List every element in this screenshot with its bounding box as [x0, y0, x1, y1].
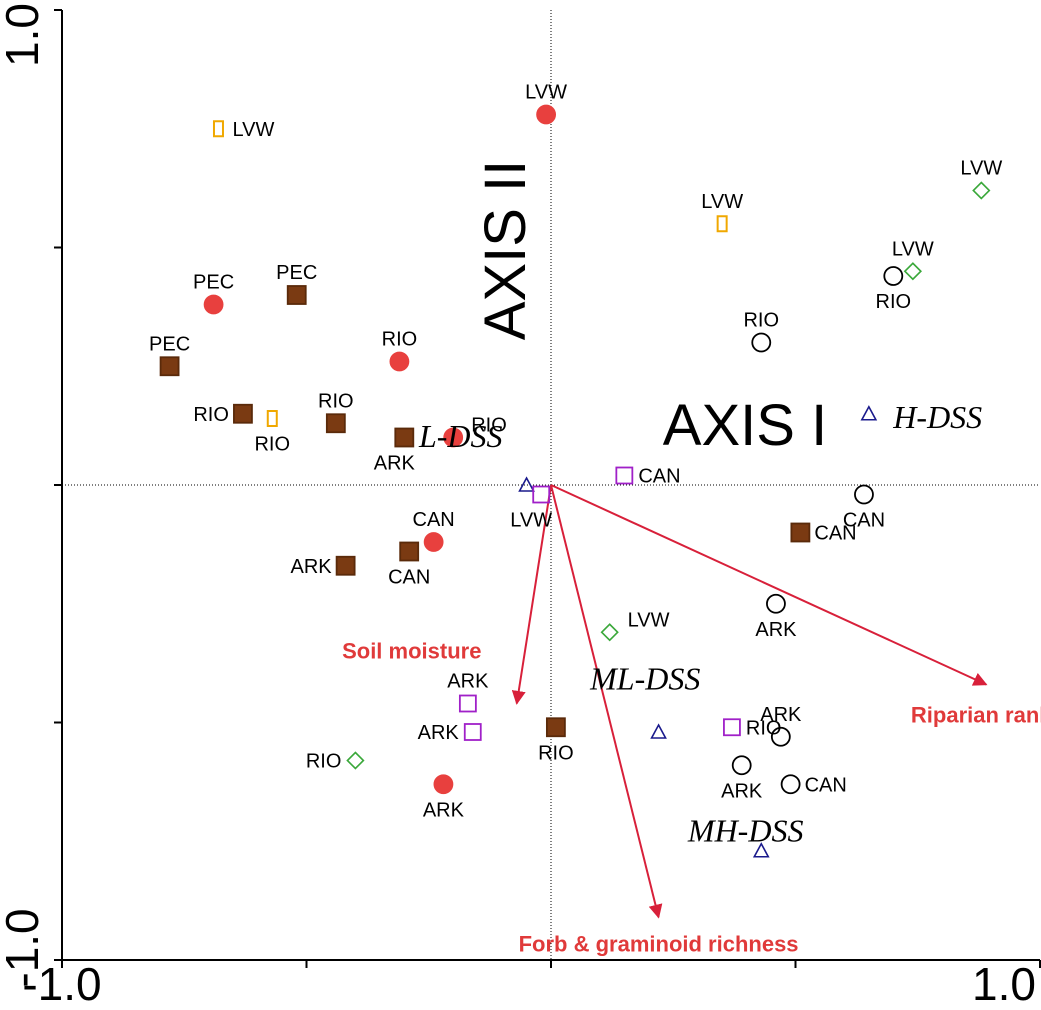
- point-label: ARK: [721, 780, 763, 802]
- point-label: RIO: [382, 329, 418, 351]
- site-point: [399, 541, 420, 562]
- site-point: [780, 774, 801, 795]
- point-label: CAN: [814, 523, 856, 545]
- site-point: [266, 410, 278, 427]
- site-point: [518, 476, 535, 492]
- point-label: CAN: [388, 567, 430, 589]
- axis-ii-label: AXIS II: [473, 160, 538, 341]
- point-label: LVW: [232, 119, 274, 141]
- site-point: [532, 485, 551, 504]
- site-point: [433, 774, 454, 795]
- site-points: [159, 104, 991, 858]
- point-label: CAN: [413, 509, 455, 531]
- site-point: [545, 717, 566, 738]
- point-label: ARK: [760, 704, 802, 726]
- point-label: CAN: [638, 466, 680, 488]
- site-point: [212, 120, 224, 138]
- y-tick-label-bottom: -1.0: [0, 908, 48, 987]
- point-label: ARK: [447, 671, 489, 693]
- vector-arrow: [511, 484, 552, 705]
- point-label: RIO: [743, 310, 779, 332]
- site-point: [615, 466, 634, 485]
- site-point: [903, 262, 922, 281]
- site-point: [790, 522, 811, 543]
- vector-label: Riparian rank: [911, 703, 1041, 728]
- x-tick-label-left: -1.0: [22, 958, 101, 1010]
- centroid-label: H-DSS: [892, 399, 982, 435]
- vector-label: Soil moisture: [342, 639, 481, 664]
- site-point: [650, 723, 667, 739]
- vector-arrow: [550, 484, 663, 919]
- centroid-label: L-DSS: [418, 418, 503, 454]
- point-label: ARK: [290, 556, 332, 578]
- site-point: [716, 215, 728, 233]
- site-point: [883, 266, 904, 286]
- point-label: RIO: [306, 751, 342, 773]
- site-point: [458, 694, 477, 713]
- site-point: [394, 427, 415, 448]
- site-point: [536, 104, 557, 125]
- site-point: [751, 332, 772, 353]
- point-label: LVW: [525, 82, 567, 104]
- environmental-vectors: Soil moisture Riparian rank Forb & gramino…: [342, 484, 1041, 956]
- site-point: [233, 403, 253, 424]
- axis-i-label: AXIS I: [663, 393, 827, 458]
- point-label: ARK: [374, 453, 416, 475]
- point-label: RIO: [254, 434, 290, 456]
- point-label: ARK: [423, 799, 465, 821]
- point-label: RIO: [876, 291, 912, 313]
- site-point: [463, 723, 482, 741]
- vector-label: Forb & graminoid richness: [519, 931, 799, 956]
- x-tick-label-right: 1.0: [972, 958, 1036, 1010]
- site-point: [159, 356, 180, 377]
- point-label: LVW: [960, 158, 1002, 180]
- site-point: [860, 405, 878, 421]
- point-label: LVW: [510, 510, 552, 532]
- point-label: CAN: [843, 510, 885, 532]
- centroid-label: ML-DSS: [589, 660, 700, 696]
- point-label: LVW: [892, 238, 934, 260]
- site-point: [854, 484, 874, 505]
- point-label: PEC: [193, 272, 234, 294]
- site-point: [335, 555, 356, 576]
- centroid-label: MH-DSS: [687, 812, 804, 848]
- site-point: [286, 285, 307, 305]
- site-point: [770, 726, 791, 747]
- site-point: [346, 751, 365, 770]
- site-point: [766, 593, 786, 614]
- site-point: [752, 842, 770, 858]
- site-point: [389, 351, 410, 372]
- point-label: LVW: [628, 609, 670, 631]
- point-label: PEC: [276, 262, 317, 284]
- point-label: ARK: [418, 722, 460, 744]
- y-tick-label-top: 1.0: [0, 3, 48, 67]
- site-point: [972, 181, 991, 200]
- point-label: RIO: [538, 742, 574, 764]
- point-label: RIO: [318, 390, 354, 412]
- point-label: RIO: [471, 415, 507, 437]
- plot-frame: [54, 9, 1041, 968]
- site-point: [443, 427, 464, 448]
- site-point: [731, 755, 752, 776]
- site-point: [600, 623, 619, 642]
- point-label: RIO: [193, 404, 229, 426]
- site-point: [723, 718, 741, 737]
- site-point: [325, 413, 346, 434]
- site-point: [423, 532, 444, 552]
- point-label: CAN: [805, 774, 847, 796]
- vector-arrow: [550, 484, 988, 686]
- point-labels: LVW LVW LVW LVW LVW RIO RIO PEC PEC PEC RIO RIO RIO R…: [149, 82, 1002, 849]
- point-label: ARK: [755, 619, 797, 641]
- site-point: [203, 294, 224, 315]
- point-label: RIO: [746, 717, 782, 739]
- point-label: LVW: [701, 191, 743, 213]
- point-label: PEC: [149, 333, 190, 355]
- chart-text: 1.0 -1.0 -1.0 1.0 AXIS II AXIS I: [0, 3, 1036, 1010]
